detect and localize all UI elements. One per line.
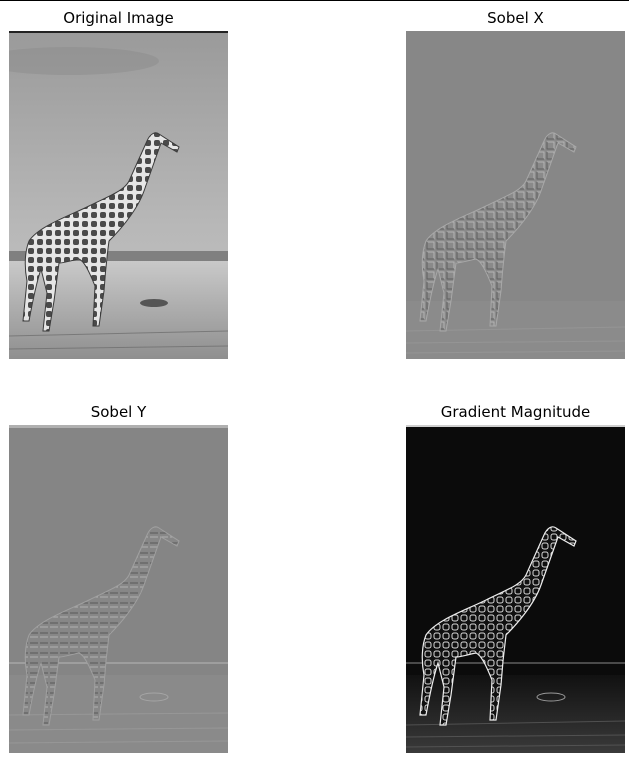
- gradient-magnitude-image: [406, 425, 625, 753]
- panel-title: Sobel X: [487, 9, 544, 27]
- sobel-x-image: [406, 31, 625, 359]
- giraffe-sobel-x: [419, 132, 577, 332]
- original-image: [9, 31, 228, 359]
- giraffe-original: [22, 132, 180, 332]
- panel-title: Gradient Magnitude: [440, 403, 591, 421]
- panel-title: Sobel Y: [90, 403, 147, 421]
- giraffe-gradient-magnitude: [419, 526, 577, 726]
- giraffe-sobel-y: [22, 526, 180, 726]
- figure-top-border: [0, 0, 629, 1]
- sobel-y-image: [9, 425, 228, 753]
- panel-title: Original Image: [63, 9, 174, 27]
